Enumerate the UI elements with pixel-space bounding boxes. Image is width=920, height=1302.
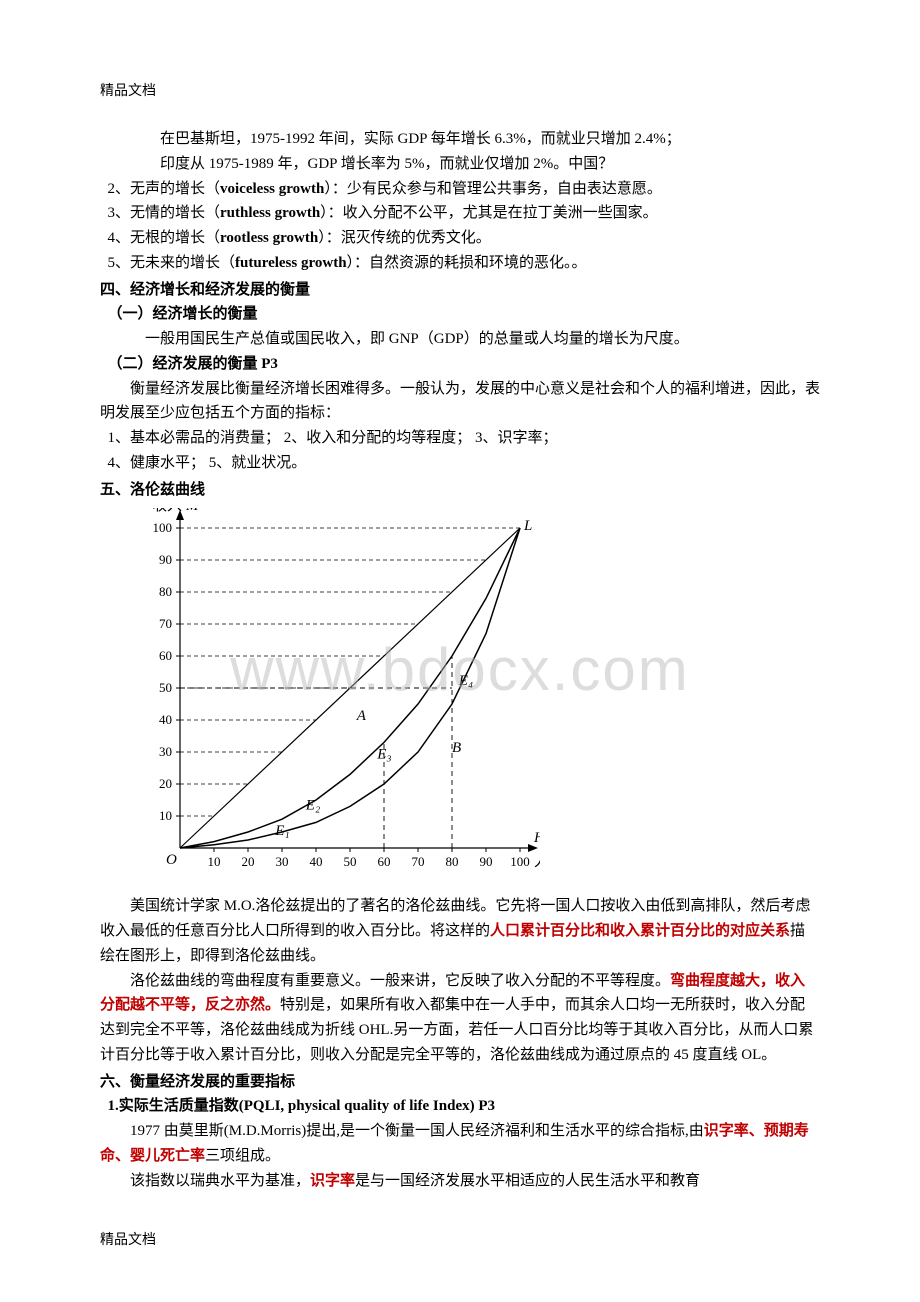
- svg-text:L: L: [523, 518, 532, 534]
- svg-text:H: H: [533, 830, 540, 846]
- section-heading: 四、经济增长和经济发展的衡量: [100, 278, 820, 303]
- svg-text:20: 20: [242, 854, 255, 869]
- list-item: 5、无未来的增长（futureless growth）：自然资源的耗损和环境的恶…: [100, 251, 820, 276]
- text: 1977 由莫里斯(M.D.Morris)提出,是一个衡量一国人民经济福利和生活…: [130, 1123, 704, 1139]
- svg-text:80: 80: [159, 584, 172, 599]
- term: ruthless growth: [220, 205, 320, 221]
- svg-text:50: 50: [344, 854, 357, 869]
- body-line: 在巴基斯坦，1975-1992 年间，实际 GDP 每年增长 6.3%，而就业只…: [100, 127, 820, 152]
- document-body: 在巴基斯坦，1975-1992 年间，实际 GDP 每年增长 6.3%，而就业只…: [100, 127, 820, 1193]
- svg-text:90: 90: [480, 854, 493, 869]
- lorenz-svg: 10 20 30 40 50 60 70 80 90 100 10 20 30 40 50 60 70 80 90 1…: [120, 508, 540, 888]
- svg-text:80: 80: [446, 854, 459, 869]
- text: 洛伦兹曲线的弯曲程度有重要意义。一般来讲，它反映了收入分配的不平等程度。: [130, 973, 670, 989]
- svg-text:收入: 收入: [152, 508, 182, 514]
- svg-text:30: 30: [159, 744, 172, 759]
- paragraph: 洛伦兹曲线的弯曲程度有重要意义。一般来讲，它反映了收入分配的不平等程度。弯曲程度…: [100, 969, 820, 1068]
- subsection-heading: 1.实际生活质量指数(PQLI, physical quality of lif…: [100, 1094, 820, 1119]
- svg-text:B: B: [452, 740, 461, 756]
- section-heading: 五、洛伦兹曲线: [100, 478, 820, 503]
- section-heading: 六、衡量经济发展的重要指标: [100, 1070, 820, 1095]
- svg-text:90: 90: [159, 552, 172, 567]
- svg-text:10: 10: [208, 854, 221, 869]
- svg-text:20: 20: [159, 776, 172, 791]
- subsection-heading: （二）经济发展的衡量 P3: [100, 352, 820, 377]
- paragraph: 1977 由莫里斯(M.D.Morris)提出,是一个衡量一国人民经济福利和生活…: [100, 1119, 820, 1169]
- paragraph: 衡量经济发展比衡量经济增长困难得多。一般认为，发展的中心意义是社会和个人的福利增…: [100, 377, 820, 427]
- svg-text:50: 50: [159, 680, 172, 695]
- svg-text:人口: 人口: [534, 853, 540, 870]
- text: ）：收入分配不公平，尤其是在拉丁美洲一些国家。: [320, 205, 658, 221]
- list-item: 4、无根的增长（rootless growth）：泯灭传统的优秀文化。: [100, 226, 820, 251]
- term: futureless growth: [235, 255, 347, 271]
- term: rootless growth: [220, 230, 318, 246]
- page-header: 精品文档: [100, 80, 820, 103]
- svg-text:E₃: E₃: [376, 747, 391, 763]
- text: ）：少有民众参与和管理公共事务，自由表达意愿。: [324, 181, 662, 197]
- svg-text:70: 70: [412, 854, 425, 869]
- list-item: 3、无情的增长（ruthless growth）：收入分配不公平，尤其是在拉丁美…: [100, 201, 820, 226]
- list-item: 2、无声的增长（voiceless growth）：少有民众参与和管理公共事务，…: [100, 177, 820, 202]
- svg-text:60: 60: [159, 648, 172, 663]
- text: 2、无声的增长（: [108, 181, 221, 197]
- svg-text:40: 40: [310, 854, 323, 869]
- text: 3、无情的增长（: [108, 205, 221, 221]
- indicator-line: 4、健康水平； 5、就业状况。: [100, 451, 820, 476]
- svg-text:M: M: [185, 508, 200, 514]
- svg-text:40: 40: [159, 712, 172, 727]
- svg-text:E₄: E₄: [458, 673, 473, 689]
- svg-text:10: 10: [159, 808, 172, 823]
- text: 5、无未来的增长（: [108, 255, 236, 271]
- paragraph: 一般用国民生产总值或国民收入，即 GNP（GDP）的总量或人均量的增长为尺度。: [100, 327, 820, 352]
- term: voiceless growth: [220, 181, 324, 197]
- svg-text:30: 30: [276, 854, 289, 869]
- svg-text:60: 60: [378, 854, 391, 869]
- subsection-heading: （一）经济增长的衡量: [100, 302, 820, 327]
- emphasis: 识字率: [310, 1173, 355, 1189]
- paragraph: 美国统计学家 M.O.洛伦兹提出的了著名的洛伦兹曲线。它先将一国人口按收入由低到…: [100, 894, 820, 968]
- text: 三项组成。: [205, 1148, 280, 1164]
- text: 4、无根的增长（: [108, 230, 221, 246]
- svg-text:E₁: E₁: [274, 824, 289, 840]
- svg-text:100: 100: [153, 520, 173, 535]
- svg-text:O: O: [166, 852, 177, 868]
- svg-text:100: 100: [510, 854, 530, 869]
- text: 该指数以瑞典水平为基准，: [130, 1173, 310, 1189]
- text: ）：泯灭传统的优秀文化。: [318, 230, 491, 246]
- page-footer: 精品文档: [100, 1229, 156, 1252]
- text: ）：自然资源的耗损和环境的恶化。。: [347, 255, 587, 271]
- text: 是与一国经济发展水平相适应的人民生活水平和教育: [355, 1173, 700, 1189]
- paragraph: 该指数以瑞典水平为基准，识字率是与一国经济发展水平相适应的人民生活水平和教育: [100, 1169, 820, 1194]
- indicator-line: 1、基本必需品的消费量； 2、收入和分配的均等程度； 3、识字率；: [100, 426, 820, 451]
- body-line: 印度从 1975-1989 年，GDP 增长率为 5%，而就业仅增加 2%。中国…: [100, 152, 820, 177]
- svg-text:70: 70: [159, 616, 172, 631]
- lorenz-chart: 10 20 30 40 50 60 70 80 90 100 10 20 30 40 50 60 70 80 90 1…: [120, 508, 820, 888]
- svg-text:A: A: [356, 708, 367, 724]
- emphasis: 人口累计百分比和收入累计百分比的对应关系: [490, 923, 790, 939]
- svg-text:E₂: E₂: [305, 798, 320, 814]
